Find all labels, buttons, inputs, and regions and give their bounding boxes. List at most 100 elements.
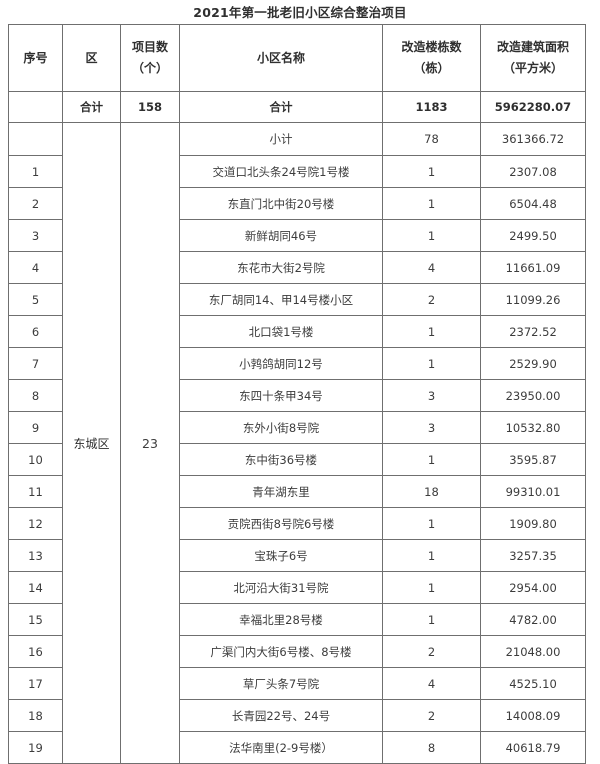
table-row: 16 广渠门内大街6号楼、8号楼 2 21048.00 [8,635,586,668]
row-seq: 12 [8,507,63,540]
table-row: 12 贡院西街8号院6号楼 1 1909.80 [8,507,586,540]
row-building-count: 2 [382,283,481,316]
row-name: 广渠门内大街6号楼、8号楼 [179,635,383,668]
row-seq: 14 [8,571,63,604]
row-floor-area: 3257.35 [480,539,586,572]
row-floor-area: 2499.50 [480,219,586,252]
column-header-seq-label: 序号 [23,50,48,65]
row-name: 北口袋1号楼 [179,315,383,348]
table-row: 8 东四十条甲34号 3 23950.00 [8,379,586,412]
row-seq: 9 [8,411,63,444]
row-building-count: 1 [382,539,481,572]
row-name: 东四十条甲34号 [179,379,383,412]
row-building-count: 4 [382,667,481,700]
row-seq: 6 [8,315,63,348]
row-name: 贡院西街8号院6号楼 [179,507,383,540]
row-name: 青年湖东里 [179,475,383,508]
district-project-count-cell: 23 [120,122,180,764]
table-row: 19 法华南里(2-9号楼） 8 40618.79 [8,731,586,764]
header-row: 序号 区 项目数 （个） 小区名称 [8,24,586,92]
row-floor-area: 1909.80 [480,507,586,540]
row-building-count: 1 [382,315,481,348]
row-seq: 15 [8,603,63,636]
row-floor-area: 2372.52 [480,315,586,348]
column-header-seq: 序号 [8,24,63,92]
table-row: 3 新鲜胡同46号 1 2499.50 [8,219,586,252]
subtotal-row: 东城区 23 小计 78 361366.72 [8,122,586,764]
row-building-count: 1 [382,219,481,252]
column-header-project-count-label: 项目数 [131,40,168,54]
row-building-count: 1 [382,603,481,636]
row-name: 草厂头条7号院 [179,667,383,700]
grand-total-seq [8,91,63,123]
row-name: 法华南里(2-9号楼） [179,731,383,764]
row-name: 交道口北头条24号院1号楼 [179,155,383,188]
row-building-count: 1 [382,155,481,188]
row-name: 长青园22号、24号 [179,699,383,732]
row-floor-area: 99310.01 [480,475,586,508]
table-row: 18 长青园22号、24号 2 14008.09 [8,699,586,732]
row-floor-area: 10532.80 [480,411,586,444]
table-row: 9 东外小街8号院 3 10532.80 [8,411,586,444]
row-building-count: 8 [382,731,481,764]
table-row: 13 宝珠子6号 1 3257.35 [8,539,586,572]
row-floor-area: 23950.00 [480,379,586,412]
district-name-cell: 东城区 [62,122,121,764]
renovation-projects-table: 序号 区 项目数 （个） 小区名称 [8,24,586,764]
grand-total-floor-area: 5962280.07 [480,91,586,123]
row-building-count: 18 [382,475,481,508]
row-name: 东直门北中街20号楼 [179,187,383,220]
row-seq: 13 [8,539,63,572]
row-building-count: 1 [382,571,481,604]
row-seq: 18 [8,699,63,732]
subtotal-seq [8,122,63,156]
row-seq: 10 [8,443,63,476]
page-title: 2021年第一批老旧小区综合整治项目 [193,5,407,20]
row-floor-area: 2307.08 [480,155,586,188]
row-floor-area: 2954.00 [480,571,586,604]
row-name: 东花市大街2号院 [179,251,383,284]
row-seq: 7 [8,347,63,380]
row-seq: 3 [8,219,63,252]
row-seq: 19 [8,731,63,764]
grand-total-project-count: 158 [120,91,180,123]
row-name: 小鹁鸽胡同12号 [179,347,383,380]
row-name: 东厂胡同14、甲14号楼小区 [179,283,383,316]
row-floor-area: 4525.10 [480,667,586,700]
subtotal-name: 小计 [179,122,383,156]
row-name: 东中街36号楼 [179,443,383,476]
row-seq: 2 [8,187,63,220]
row-building-count: 4 [382,251,481,284]
table-row: 2 东直门北中街20号楼 1 6504.48 [8,187,586,220]
grand-total-building-count: 1183 [382,91,481,123]
column-header-project-count: 项目数 （个） [120,24,180,92]
row-name: 幸福北里28号楼 [179,603,383,636]
row-floor-area: 6504.48 [480,187,586,220]
row-building-count: 1 [382,443,481,476]
table-row: 1 交道口北头条24号院1号楼 1 2307.08 [8,155,586,188]
column-header-floor-area: 改造建筑面积 （平方米） [480,24,586,92]
row-seq: 11 [8,475,63,508]
row-building-count: 3 [382,411,481,444]
column-header-district: 区 [62,24,121,92]
table-container: 序号 区 项目数 （个） 小区名称 [8,24,586,764]
row-floor-area: 2529.90 [480,347,586,380]
column-header-district-label: 区 [85,50,98,65]
row-name: 北河沿大街31号院 [179,571,383,604]
subtotal-floor-area: 361366.72 [480,122,586,156]
table-row: 11 青年湖东里 18 99310.01 [8,475,586,508]
row-building-count: 3 [382,379,481,412]
column-header-building-count-label: 改造楼栋数 [401,40,462,54]
row-floor-area: 4782.00 [480,603,586,636]
table-row: 14 北河沿大街31号院 1 2954.00 [8,571,586,604]
row-seq: 8 [8,379,63,412]
row-building-count: 2 [382,635,481,668]
column-header-floor-area-unit: （平方米） [502,61,563,75]
grand-total-row: 合计 158 合计 1183 5962280.07 [8,91,586,123]
table-header: 序号 区 项目数 （个） 小区名称 [8,24,586,92]
row-building-count: 1 [382,347,481,380]
column-header-floor-area-label: 改造建筑面积 [496,40,569,54]
table-row: 5 东厂胡同14、甲14号楼小区 2 11099.26 [8,283,586,316]
row-seq: 5 [8,283,63,316]
